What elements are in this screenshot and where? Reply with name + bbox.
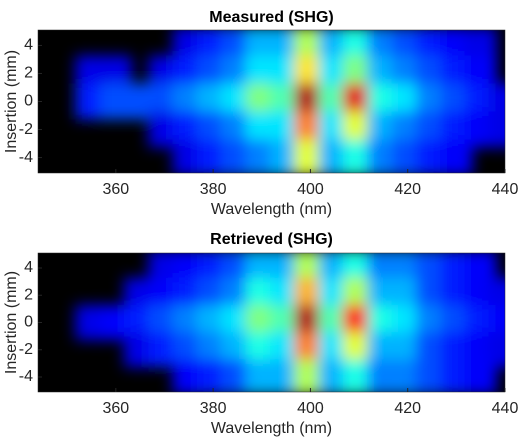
x-tick-label: 420 [394, 181, 421, 198]
x-tick-label: 440 [492, 400, 519, 417]
y-tick-label: -4 [19, 368, 33, 385]
y-axis-label: Insertion (mm) [3, 271, 20, 374]
x-tick-label: 440 [492, 181, 519, 198]
y-tick-label: 0 [24, 314, 33, 331]
heatmap-cell [488, 304, 505, 341]
chart-title: Retrieved (SHG) [210, 231, 333, 248]
y-tick-label: -4 [19, 149, 33, 166]
heatmap-cell [464, 359, 497, 392]
x-tick-label: 400 [297, 181, 324, 198]
heatmap-cell [488, 83, 505, 120]
x-tick-label: 380 [200, 400, 227, 417]
y-tick-label: 2 [24, 286, 33, 303]
x-tick-label: 400 [297, 400, 324, 417]
heatmap-smooth [75, 30, 505, 173]
plot-frame [37, 29, 506, 174]
x-tick-label: 380 [200, 181, 227, 198]
heatmap-smooth [75, 253, 505, 392]
y-tick-label: -2 [19, 121, 33, 138]
x-tick-label: 420 [394, 400, 421, 417]
x-tick-label: 360 [102, 400, 129, 417]
y-tick-label: 4 [24, 37, 33, 54]
heatmap-cells [75, 253, 505, 392]
y-tick-label: 4 [24, 259, 33, 276]
chart-title: Measured (SHG) [209, 9, 333, 26]
heatmap-cell [488, 277, 505, 313]
y-axis-label: Insertion (mm) [3, 50, 20, 153]
heatmap-cell [488, 332, 505, 368]
y-tick-label: -2 [19, 341, 33, 358]
x-tick-label: 360 [102, 181, 129, 198]
plot-frame [37, 252, 506, 393]
y-tick-label: 0 [24, 93, 33, 110]
heatmap-cell [440, 139, 473, 173]
y-tick-label: 2 [24, 65, 33, 82]
heatmap-cells [75, 30, 505, 173]
x-axis-label: Wavelength (nm) [211, 201, 332, 218]
heatmap-cell [488, 111, 505, 148]
x-axis-label: Wavelength (nm) [211, 420, 332, 437]
